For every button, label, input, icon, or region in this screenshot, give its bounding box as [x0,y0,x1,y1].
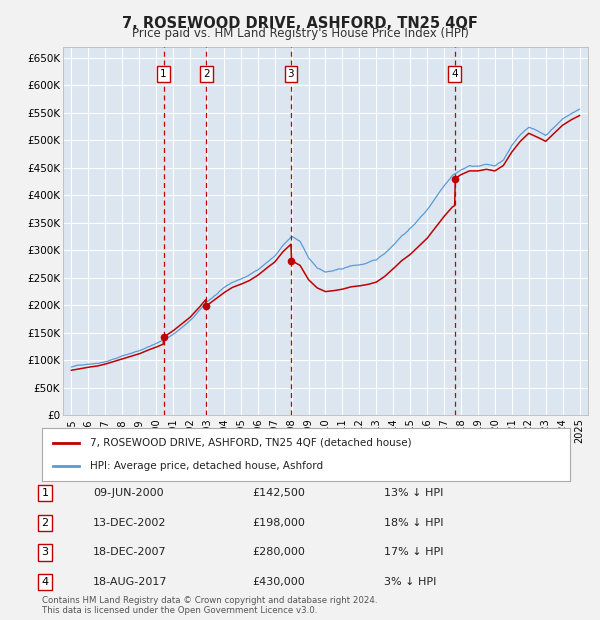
Text: 09-JUN-2000: 09-JUN-2000 [93,488,164,498]
Text: 2: 2 [41,518,49,528]
Text: HPI: Average price, detached house, Ashford: HPI: Average price, detached house, Ashf… [89,461,323,471]
Text: 18% ↓ HPI: 18% ↓ HPI [384,518,443,528]
Text: 18-AUG-2017: 18-AUG-2017 [93,577,167,587]
Text: £198,000: £198,000 [252,518,305,528]
Text: 13% ↓ HPI: 13% ↓ HPI [384,488,443,498]
Text: £280,000: £280,000 [252,547,305,557]
Text: 18-DEC-2007: 18-DEC-2007 [93,547,167,557]
Text: £430,000: £430,000 [252,577,305,587]
Text: 17% ↓ HPI: 17% ↓ HPI [384,547,443,557]
Text: 3: 3 [41,547,49,557]
Text: 2: 2 [203,69,209,79]
Text: 4: 4 [41,577,49,587]
Text: 3: 3 [287,69,294,79]
Text: 13-DEC-2002: 13-DEC-2002 [93,518,167,528]
Text: Contains HM Land Registry data © Crown copyright and database right 2024.
This d: Contains HM Land Registry data © Crown c… [42,596,377,615]
Text: 7, ROSEWOOD DRIVE, ASHFORD, TN25 4QF (detached house): 7, ROSEWOOD DRIVE, ASHFORD, TN25 4QF (de… [89,438,411,448]
Text: 3% ↓ HPI: 3% ↓ HPI [384,577,436,587]
Text: 7, ROSEWOOD DRIVE, ASHFORD, TN25 4QF: 7, ROSEWOOD DRIVE, ASHFORD, TN25 4QF [122,16,478,30]
Text: 4: 4 [451,69,458,79]
Text: 1: 1 [41,488,49,498]
Text: Price paid vs. HM Land Registry's House Price Index (HPI): Price paid vs. HM Land Registry's House … [131,27,469,40]
Text: £142,500: £142,500 [252,488,305,498]
Text: 1: 1 [160,69,167,79]
